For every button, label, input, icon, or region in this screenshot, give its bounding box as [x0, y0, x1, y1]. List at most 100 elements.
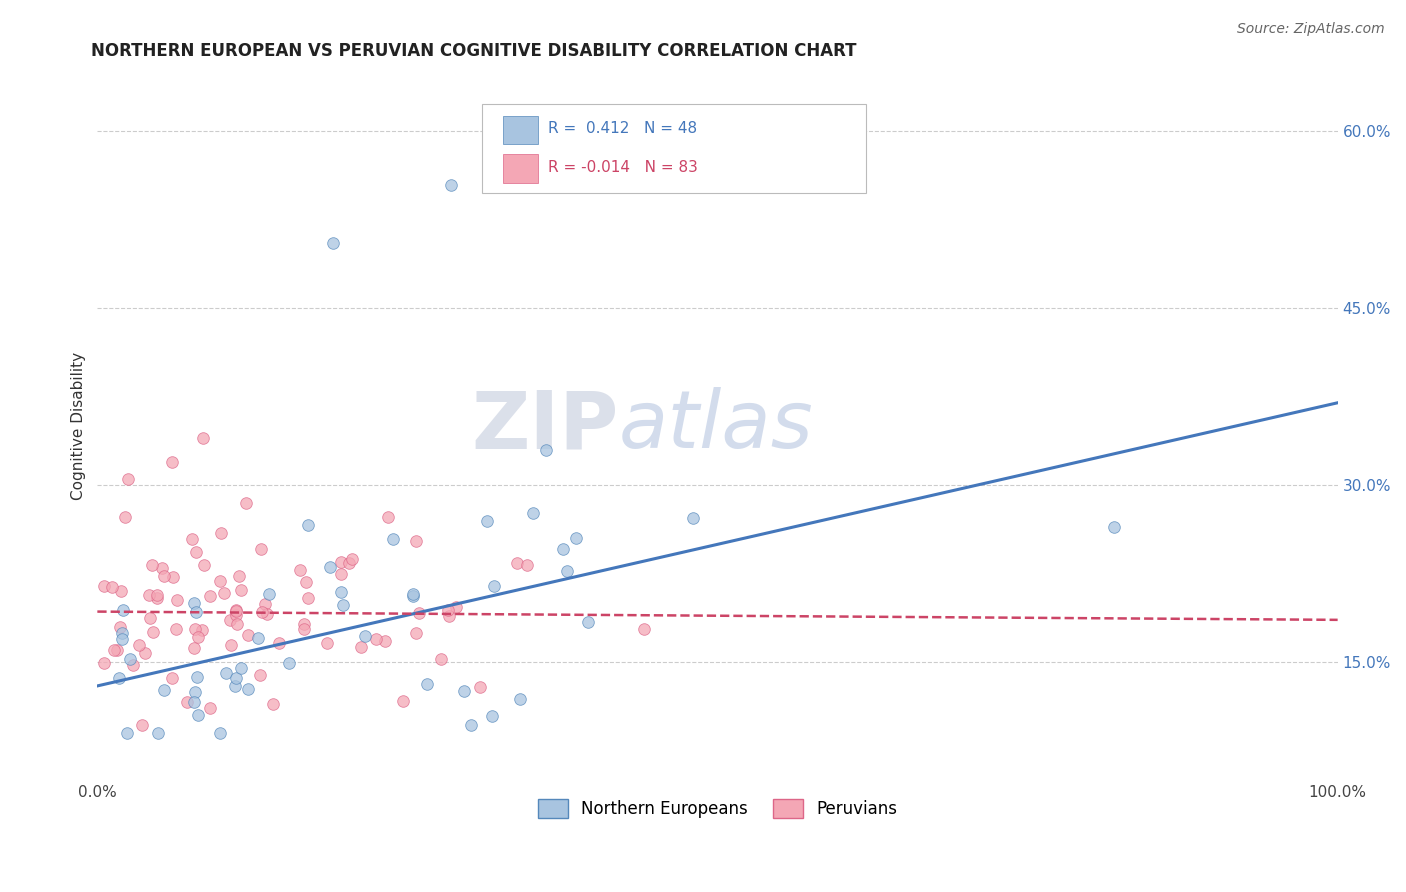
Point	[122, 658, 145, 673]
Point	[682, 511, 704, 525]
Point	[117, 726, 139, 740]
Point	[219, 638, 242, 652]
Text: NORTHERN EUROPEAN VS PERUVIAN COGNITIVE DISABILITY CORRELATION CHART: NORTHERN EUROPEAN VS PERUVIAN COGNITIVE …	[91, 42, 856, 60]
Point	[364, 632, 387, 646]
Point	[408, 607, 430, 621]
Point	[110, 583, 132, 598]
Point	[292, 617, 315, 632]
Point	[187, 630, 209, 644]
Point	[183, 695, 205, 709]
Point	[555, 564, 578, 578]
Point	[1104, 519, 1126, 533]
Point	[198, 589, 221, 603]
Point	[319, 560, 342, 574]
Point	[297, 518, 319, 533]
Point	[262, 697, 284, 711]
FancyBboxPatch shape	[482, 104, 866, 193]
Point	[105, 642, 128, 657]
Text: R = -0.014   N = 83: R = -0.014 N = 83	[547, 160, 697, 175]
Point	[257, 587, 280, 601]
Point	[340, 552, 363, 566]
Point	[146, 588, 169, 602]
Point	[215, 666, 238, 681]
Point	[165, 623, 187, 637]
Point	[212, 585, 235, 599]
Point	[219, 613, 242, 627]
Point	[134, 646, 156, 660]
Point	[108, 620, 131, 634]
Point	[117, 473, 139, 487]
Point	[633, 622, 655, 636]
Point	[108, 672, 131, 686]
Point	[330, 566, 353, 581]
Point	[475, 514, 498, 528]
Point	[184, 623, 207, 637]
Point	[246, 631, 269, 645]
Bar	[503, 116, 537, 145]
Point	[235, 496, 257, 510]
Point	[166, 593, 188, 607]
Point	[350, 640, 373, 654]
Point	[269, 636, 291, 650]
Legend: Northern Europeans, Peruvians: Northern Europeans, Peruvians	[531, 792, 904, 825]
Point	[209, 574, 232, 588]
Text: ZIP: ZIP	[471, 387, 619, 466]
Point	[141, 558, 163, 572]
Point	[505, 556, 527, 570]
Point	[236, 627, 259, 641]
Point	[278, 656, 301, 670]
Point	[229, 582, 252, 597]
Point	[481, 709, 503, 723]
Point	[208, 726, 231, 740]
Point	[111, 603, 134, 617]
Point	[138, 588, 160, 602]
Point	[249, 541, 271, 556]
Point	[322, 236, 344, 251]
Point	[522, 506, 544, 520]
Point	[225, 607, 247, 622]
Point	[416, 677, 439, 691]
Point	[153, 569, 176, 583]
Point	[186, 605, 208, 619]
Point	[392, 694, 415, 708]
Point	[374, 633, 396, 648]
Point	[150, 561, 173, 575]
Point	[142, 625, 165, 640]
Point	[470, 680, 492, 694]
Point	[453, 684, 475, 698]
Point	[225, 604, 247, 618]
Point	[111, 625, 134, 640]
Point	[93, 657, 115, 671]
Point	[228, 568, 250, 582]
Point	[181, 532, 204, 546]
Point	[183, 596, 205, 610]
Point	[437, 609, 460, 624]
Point	[254, 597, 277, 611]
Point	[578, 615, 600, 630]
Point	[187, 708, 209, 723]
Point	[236, 681, 259, 696]
Point	[111, 632, 134, 646]
Point	[191, 624, 214, 638]
Point	[103, 643, 125, 657]
Point	[444, 599, 467, 614]
Point	[225, 671, 247, 685]
Point	[191, 431, 214, 445]
Point	[484, 579, 506, 593]
Point	[354, 629, 377, 643]
Point	[152, 683, 174, 698]
Text: R =  0.412   N = 48: R = 0.412 N = 48	[547, 120, 697, 136]
Point	[93, 579, 115, 593]
Point	[516, 558, 538, 573]
Point	[160, 671, 183, 685]
Point	[160, 455, 183, 469]
Point	[315, 635, 337, 649]
Point	[162, 570, 184, 584]
Bar	[503, 154, 537, 183]
Point	[290, 563, 312, 577]
Point	[405, 626, 427, 640]
Point	[198, 701, 221, 715]
Point	[209, 525, 232, 540]
Point	[509, 691, 531, 706]
Point	[139, 611, 162, 625]
